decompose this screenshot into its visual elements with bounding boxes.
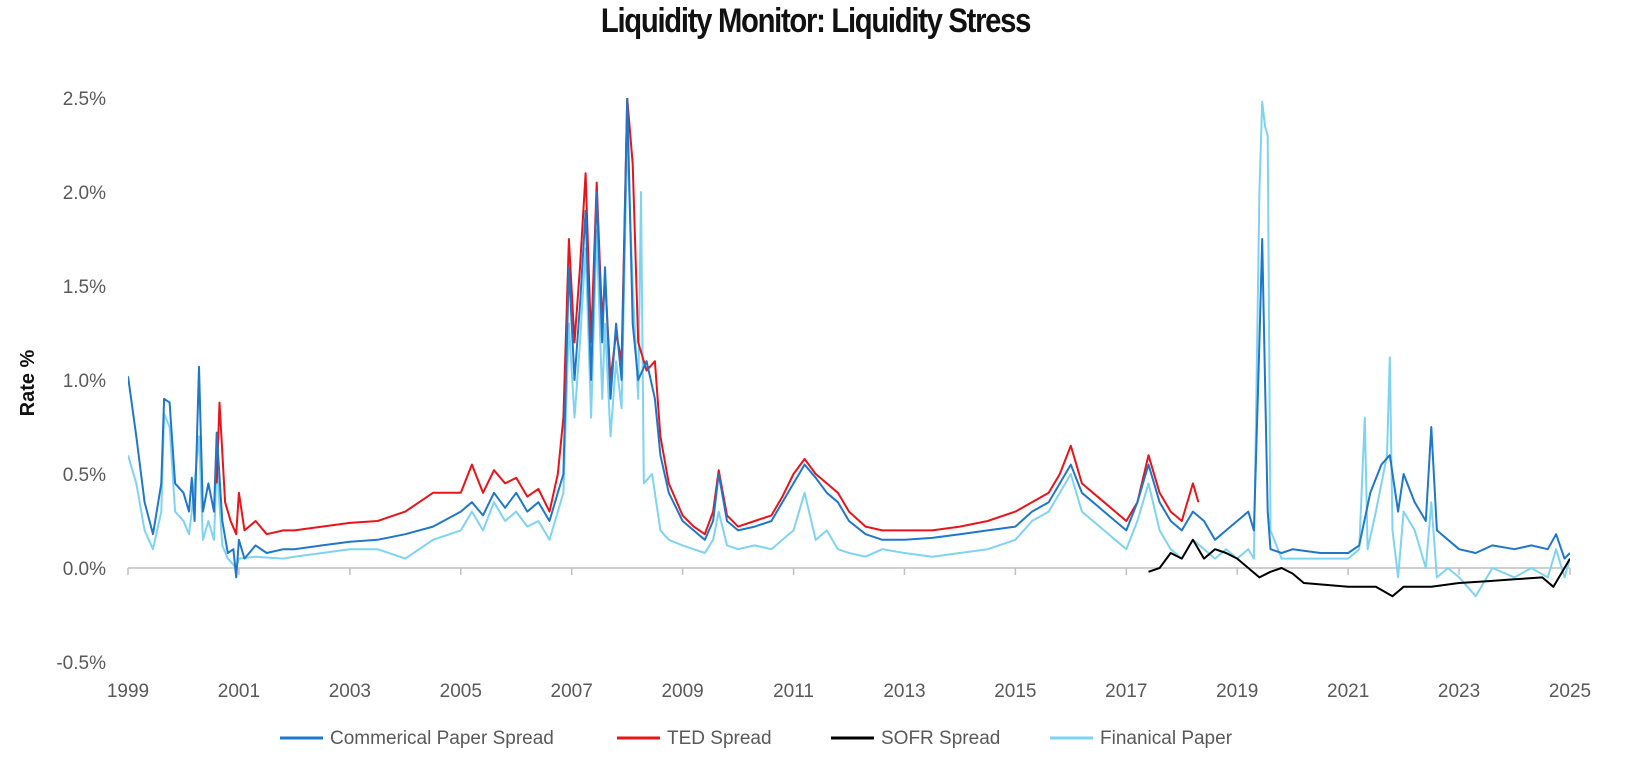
y-tick-label: 0.0% — [63, 559, 106, 580]
legend-label: Commerical Paper Spread — [330, 728, 554, 749]
legend-item: TED Spread — [617, 728, 772, 749]
x-tick-label: 2025 — [1549, 681, 1591, 702]
y-tick-label: 1.0% — [63, 371, 106, 392]
series-line-sofr-spread — [1148, 538, 1570, 598]
legend-label: SOFR Spread — [881, 728, 1000, 749]
legend-item: Finanical Paper — [1050, 728, 1233, 749]
x-tick-label: 2005 — [440, 681, 482, 702]
x-tick-label: 2023 — [1438, 681, 1480, 702]
x-axis: 1999 2001 2003 2005 2007 2009 2011 2013 2015 2017… — [107, 568, 1591, 702]
legend-label: Finanical Paper — [1100, 728, 1233, 749]
legend-item: Commerical Paper Spread — [280, 728, 554, 749]
chart-title: Liquidity Monitor: Liquidity Stress — [600, 2, 1031, 40]
x-tick-label: 2017 — [1105, 681, 1147, 702]
series-line-ted-spread — [215, 98, 1200, 536]
series-line-commerical-paper-spread — [128, 98, 1570, 579]
series-line-finanical-paper — [128, 100, 1570, 598]
x-tick-label: 2003 — [329, 681, 371, 702]
y-tick-label: 1.5% — [63, 277, 106, 298]
x-tick-label: 2001 — [218, 681, 260, 702]
x-tick-label: 2015 — [994, 681, 1036, 702]
y-tick-label: 2.5% — [63, 89, 106, 110]
y-tick-label: 2.0% — [63, 183, 106, 204]
y-axis-title: Rate % — [17, 349, 39, 416]
x-tick-label: 2019 — [1216, 681, 1258, 702]
x-tick-label: 2009 — [661, 681, 703, 702]
legend: Commerical Paper Spread TED Spread SOFR Sp… — [280, 728, 1233, 749]
series-layer — [128, 98, 1570, 598]
legend-label: TED Spread — [667, 728, 772, 749]
x-tick-label: 1999 — [107, 681, 149, 702]
y-axis: -0.5% 0.0% 0.5% 1.0% 1.5% 2.0% 2.5% — [56, 89, 106, 674]
x-tick-label: 2007 — [551, 681, 593, 702]
legend-item: SOFR Spread — [831, 728, 1000, 749]
x-tick-label: 2013 — [883, 681, 925, 702]
x-tick-label: 2011 — [773, 681, 814, 702]
y-tick-label: -0.5% — [56, 653, 106, 674]
y-tick-label: 0.5% — [63, 465, 106, 486]
x-tick-label: 2021 — [1327, 681, 1369, 702]
